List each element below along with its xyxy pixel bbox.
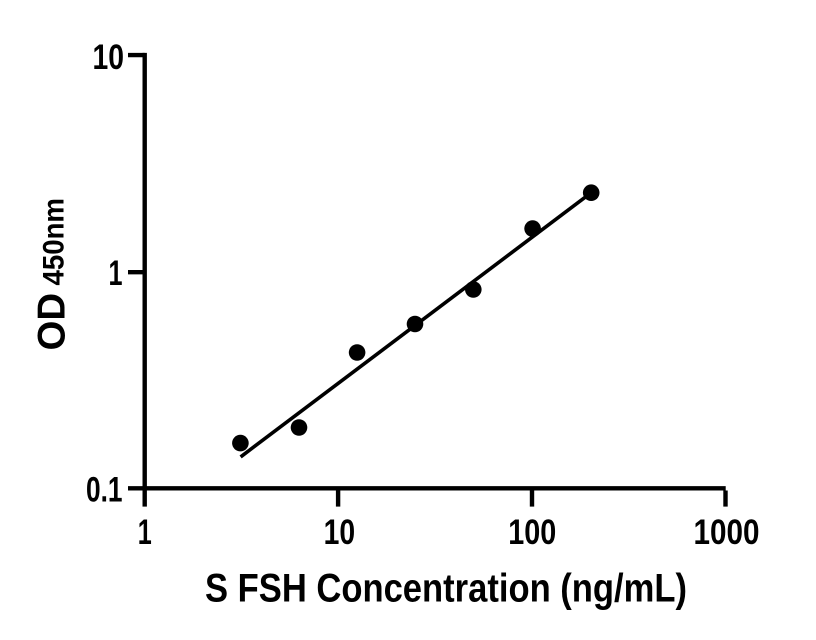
svg-text:10: 10 [93,38,125,77]
svg-text:OD: OD [30,293,73,351]
svg-text:1000: 1000 [694,513,760,552]
svg-text:10: 10 [324,513,356,552]
svg-text:450nm: 450nm [37,198,70,286]
svg-text:S FSH Concentration (ng/mL): S FSH Concentration (ng/mL) [205,567,687,611]
svg-text:1: 1 [109,254,123,293]
svg-text:1: 1 [138,513,152,552]
svg-text:100: 100 [508,513,556,552]
svg-text:0.1: 0.1 [86,470,123,509]
